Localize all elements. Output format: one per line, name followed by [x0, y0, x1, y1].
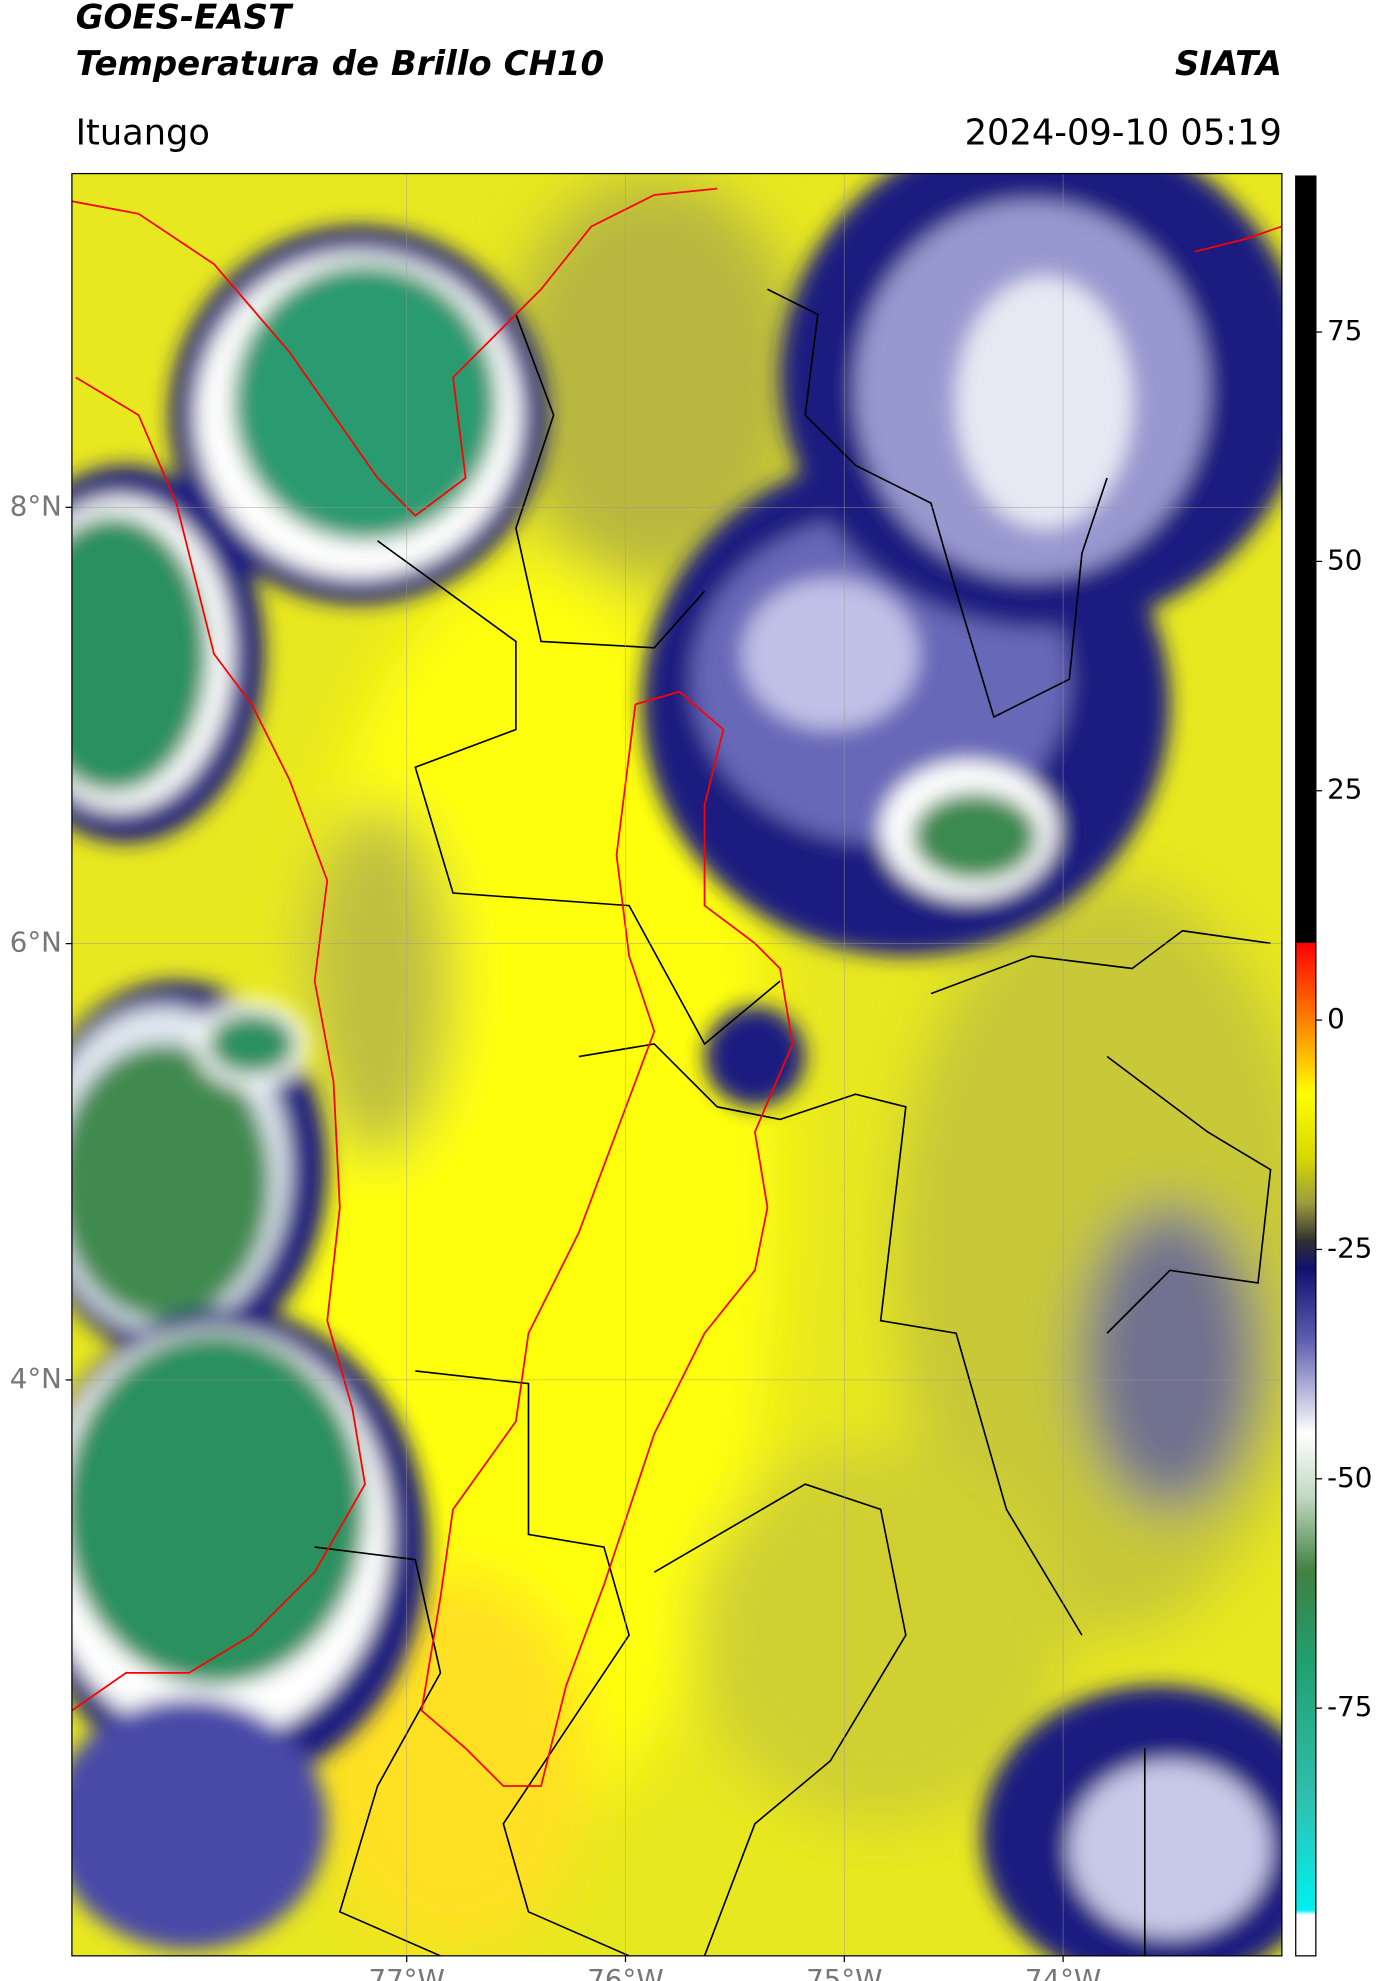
- colorbar-segment: [1295, 1203, 1316, 1241]
- location: Ituango: [76, 113, 210, 154]
- colorbar-segment: [1295, 1093, 1316, 1159]
- colorbar-tick-label: 0: [1327, 1002, 1345, 1035]
- title: GOES-EAST: [76, 0, 294, 37]
- colorbar-segment: [1295, 1909, 1316, 1916]
- colorbar-segment: [1295, 1799, 1316, 1911]
- y-tick-label: 6°N: [10, 926, 62, 959]
- subtitle: Temperatura de Brillo CH10: [76, 44, 604, 84]
- colorbar-tick-label: -50: [1327, 1461, 1372, 1494]
- colorbar-tick-label: -75: [1327, 1690, 1372, 1723]
- source: SIATA: [1175, 44, 1282, 84]
- colorbar-segment: [1295, 1914, 1316, 1957]
- colorbar-segment: [1295, 176, 1316, 943]
- colorbar-segment: [1295, 1432, 1316, 1498]
- colorbar-tick-label: 25: [1327, 773, 1362, 806]
- datetime: 2024-09-10 05:19: [965, 113, 1282, 154]
- y-tick-label: 4°N: [10, 1362, 62, 1395]
- x-tick-label: 77°W: [368, 1963, 444, 1981]
- colorbar: [1295, 176, 1316, 1957]
- colorbar-tick-label: 75: [1327, 314, 1362, 347]
- colorbar-segment: [1295, 943, 1316, 1021]
- y-tick-label: 8°N: [10, 489, 62, 522]
- map-frame: [71, 172, 1283, 1957]
- x-tick-label: 76°W: [587, 1963, 663, 1981]
- colorbar-segment: [1295, 1662, 1316, 1801]
- colorbar-segment: [1295, 1157, 1316, 1205]
- colorbar-segment: [1295, 1570, 1316, 1663]
- colorbar-tick-label: 50: [1327, 543, 1362, 576]
- x-tick-label: 74°W: [1025, 1963, 1101, 1981]
- colorbar-segment: [1295, 1020, 1316, 1095]
- colorbar-tick-label: -25: [1327, 1231, 1372, 1264]
- colorbar-frame: [1295, 175, 1317, 1957]
- x-tick-label: 75°W: [806, 1963, 882, 1981]
- colorbar-segment: [1295, 1341, 1316, 1434]
- colorbar-segment: [1295, 1267, 1316, 1342]
- graticule: 77°W 76°W 75°W 74°W 8°N 6°N 4°N: [10, 173, 1282, 1981]
- satellite-image: [71, 173, 1282, 1956]
- colorbar-segment: [1295, 1497, 1316, 1572]
- colorbar-segment: [1295, 1240, 1316, 1269]
- colorbar-segment: [1295, 942, 1316, 944]
